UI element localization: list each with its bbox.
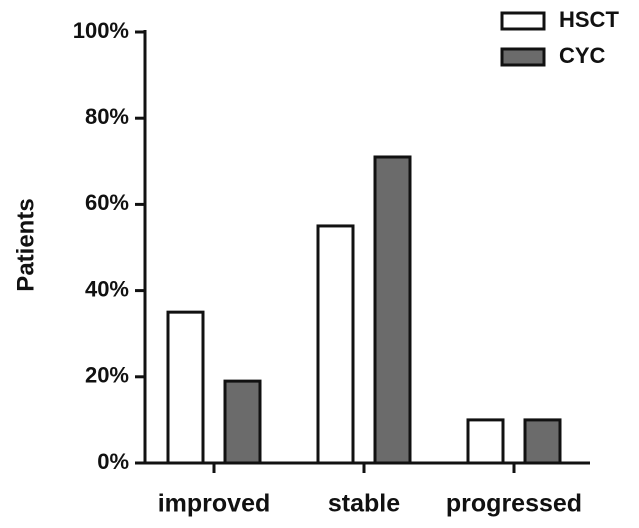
bar — [523, 418, 562, 465]
y-tick-label: 20% — [85, 363, 129, 388]
bar — [223, 379, 262, 465]
bar — [466, 418, 505, 465]
x-tick-label: progressed — [446, 490, 582, 518]
y-tick-label: 0% — [97, 449, 129, 474]
y-tick-label: 60% — [85, 190, 129, 215]
legend-label: CYC — [559, 43, 606, 68]
y-tick-label: 80% — [85, 104, 129, 129]
legend-swatch — [500, 11, 546, 31]
legend-swatch — [500, 47, 546, 67]
x-tick-label: stable — [328, 490, 400, 518]
bar — [316, 224, 355, 465]
y-axis-label: Patients — [12, 198, 39, 291]
bar — [166, 310, 205, 465]
y-tick-label: 100% — [73, 18, 129, 43]
bar — [373, 155, 412, 465]
y-tick-label: 40% — [85, 276, 129, 301]
x-tick-label: improved — [158, 490, 271, 518]
legend-label: HSCT — [559, 7, 619, 32]
